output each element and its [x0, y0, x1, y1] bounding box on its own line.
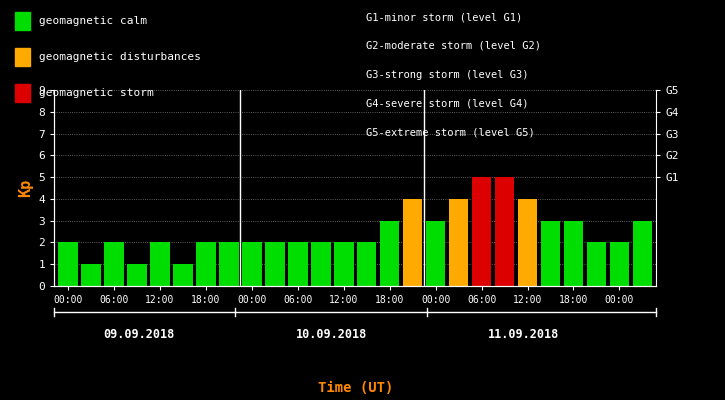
Text: G2-moderate storm (level G2): G2-moderate storm (level G2) — [366, 41, 541, 51]
Bar — [59, 242, 78, 286]
Bar — [518, 199, 537, 286]
Bar — [311, 242, 331, 286]
Bar — [563, 221, 583, 286]
Text: 10.09.2018: 10.09.2018 — [296, 328, 367, 340]
Bar — [265, 242, 285, 286]
Bar — [380, 221, 399, 286]
Bar — [81, 264, 101, 286]
Text: G1-minor storm (level G1): G1-minor storm (level G1) — [366, 12, 523, 22]
Bar — [633, 221, 652, 286]
Bar — [449, 199, 468, 286]
Text: geomagnetic calm: geomagnetic calm — [39, 16, 147, 26]
Bar — [426, 221, 445, 286]
Text: 11.09.2018: 11.09.2018 — [488, 328, 560, 340]
Bar — [196, 242, 216, 286]
Text: geomagnetic storm: geomagnetic storm — [39, 88, 154, 98]
Text: G4-severe storm (level G4): G4-severe storm (level G4) — [366, 98, 529, 108]
Text: Time (UT): Time (UT) — [318, 381, 393, 395]
Text: G5-extreme storm (level G5): G5-extreme storm (level G5) — [366, 127, 535, 137]
Bar — [494, 177, 514, 286]
Y-axis label: Kp: Kp — [18, 179, 33, 197]
Bar — [357, 242, 376, 286]
Bar — [472, 177, 492, 286]
Bar — [288, 242, 307, 286]
Bar — [334, 242, 354, 286]
Bar — [541, 221, 560, 286]
Bar — [242, 242, 262, 286]
Bar — [403, 199, 423, 286]
Text: G3-strong storm (level G3): G3-strong storm (level G3) — [366, 70, 529, 80]
Bar — [587, 242, 606, 286]
Text: 09.09.2018: 09.09.2018 — [103, 328, 174, 340]
Bar — [150, 242, 170, 286]
Bar — [173, 264, 193, 286]
Bar — [219, 242, 239, 286]
Bar — [610, 242, 629, 286]
Bar — [104, 242, 124, 286]
Bar — [128, 264, 147, 286]
Text: geomagnetic disturbances: geomagnetic disturbances — [39, 52, 201, 62]
